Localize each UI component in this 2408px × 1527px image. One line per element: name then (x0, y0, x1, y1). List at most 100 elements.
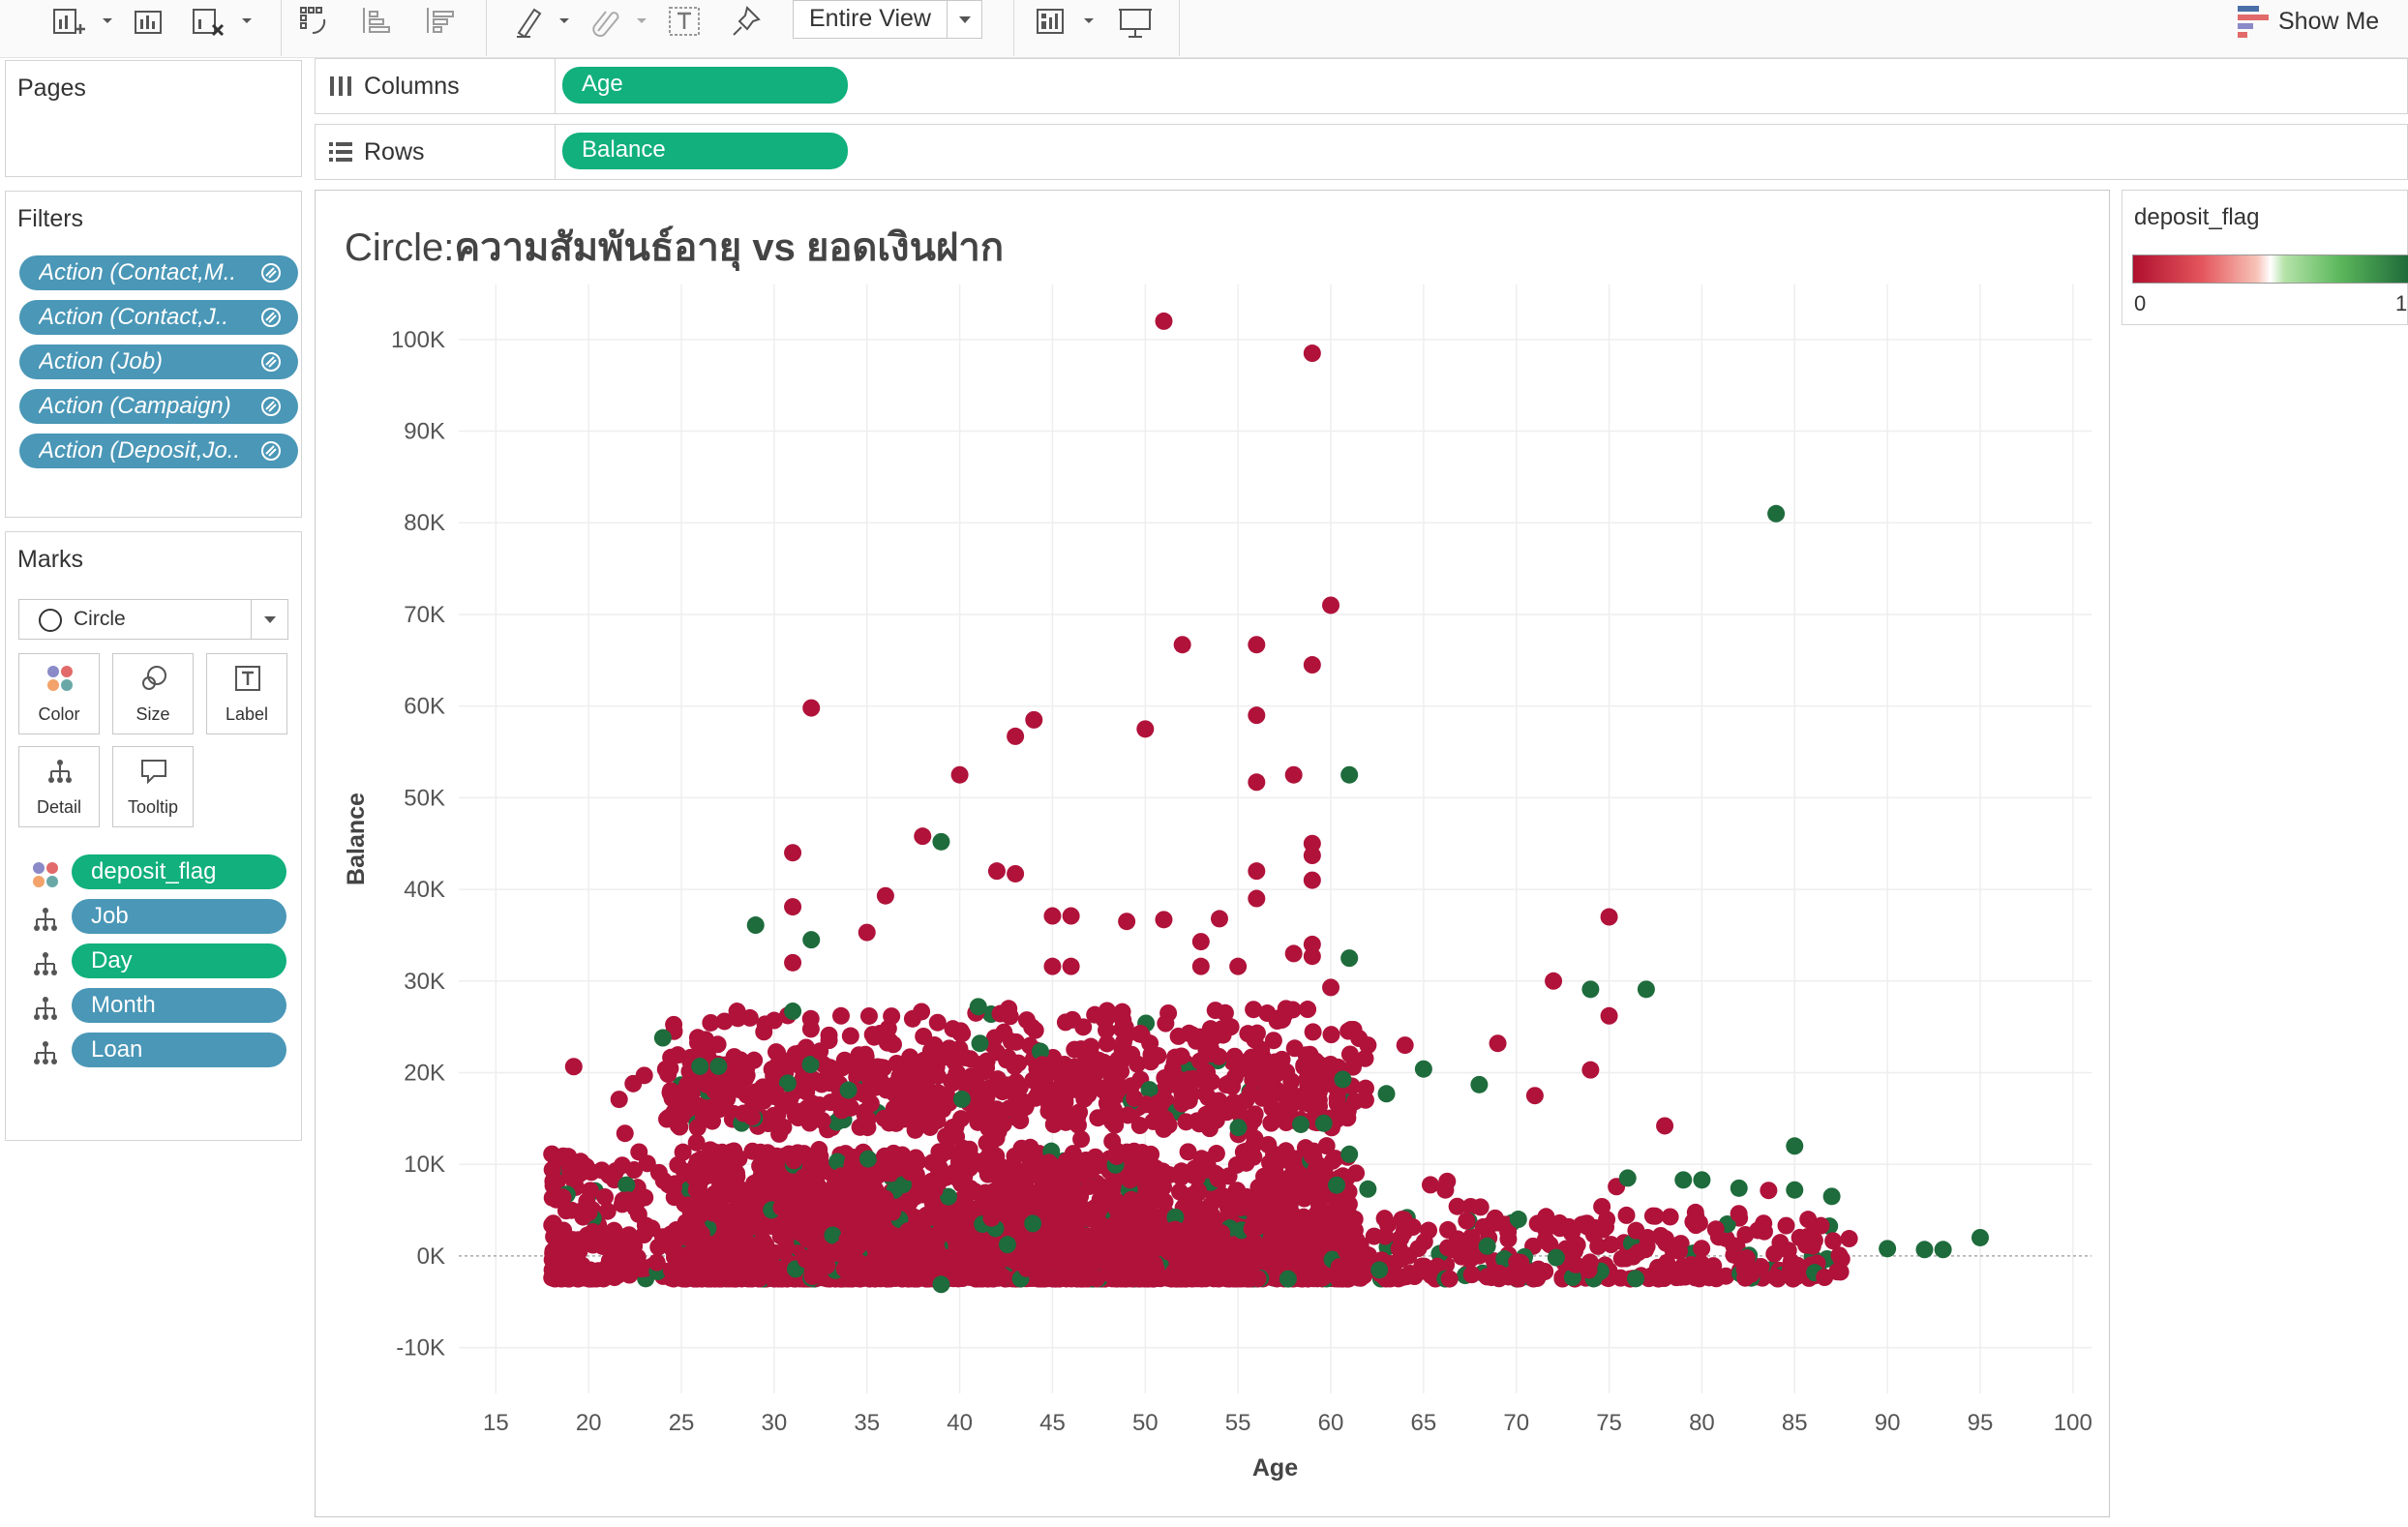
field-pill-deposit-flag[interactable]: deposit_flag (72, 854, 286, 889)
data-point (1072, 1254, 1091, 1272)
x-tick-label: 75 (1596, 1410, 1622, 1436)
data-point (995, 1174, 1013, 1192)
size-icon (142, 666, 166, 690)
chevron-down-icon[interactable] (1082, 14, 1096, 27)
color-legend[interactable]: deposit_flag 0 1 (2122, 190, 2408, 325)
y-tick-label: 60K (404, 694, 445, 720)
data-point (821, 1059, 839, 1077)
data-point (802, 1211, 821, 1229)
data-point (1031, 1042, 1049, 1061)
fit-view-dropdown[interactable]: Entire View (793, 0, 982, 39)
data-point (596, 1187, 615, 1206)
data-point (1791, 1228, 1809, 1246)
data-point (1245, 1136, 1263, 1154)
data-point (1317, 1137, 1336, 1155)
filter-pill[interactable]: Action (Campaign) (19, 389, 298, 424)
field-pill-job[interactable]: Job (72, 899, 286, 934)
data-point (1093, 1178, 1111, 1196)
filter-pill[interactable]: Action (Contact,J.. (19, 300, 298, 335)
data-point (865, 1028, 884, 1046)
chart-view[interactable]: Circle:ความสัมพันธ์อายุ vs ยอดเงินฝาก 15… (315, 190, 2110, 1517)
group-paperclip-icon[interactable] (587, 4, 623, 41)
data-point (811, 1042, 829, 1061)
data-point (1509, 1211, 1527, 1229)
clear-sheet-icon[interactable] (190, 4, 226, 41)
chevron-down-icon[interactable] (251, 600, 287, 639)
swap-rows-columns-icon[interactable] (297, 4, 334, 41)
mark-type-value: Circle (74, 608, 126, 630)
chevron-down-icon[interactable] (635, 14, 648, 27)
chevron-down-icon[interactable] (101, 14, 114, 27)
data-point (797, 1038, 815, 1057)
label-button[interactable]: Label (206, 653, 287, 734)
chevron-down-icon[interactable] (947, 1, 981, 38)
data-point (1040, 1184, 1059, 1203)
show-me-button[interactable]: Show Me (2236, 4, 2379, 39)
rows-field-pill[interactable]: Balance (562, 133, 848, 169)
filter-pill[interactable]: Action (Job) (19, 344, 298, 379)
data-point (1340, 1145, 1359, 1163)
data-point (796, 1226, 814, 1244)
data-point (1742, 1265, 1761, 1283)
chevron-down-icon[interactable] (557, 14, 571, 27)
data-point (838, 1230, 857, 1248)
data-point (950, 1234, 969, 1252)
data-point (1618, 1169, 1637, 1187)
data-point (1420, 1221, 1438, 1240)
scatter-plot[interactable]: 15 20 25 30 35 40 45 50 55 60 65 70 75 80 85 90 95 100 -10… (316, 191, 2109, 1516)
data-point (1355, 1267, 1373, 1285)
highlight-pen-icon[interactable] (511, 4, 548, 41)
filter-pill[interactable]: Action (Contact,M.. (19, 255, 298, 290)
data-point (1693, 1240, 1711, 1258)
marks-title: Marks (17, 546, 84, 573)
y-tick-label: 70K (404, 602, 445, 628)
data-point (1044, 1115, 1063, 1133)
columns-shelf[interactable]: Columns Age (315, 58, 2408, 114)
sort-ascending-icon[interactable] (358, 4, 395, 41)
data-point (929, 1084, 948, 1102)
size-button[interactable]: Size (112, 653, 194, 734)
chevron-down-icon[interactable] (240, 14, 254, 27)
marks-card: Marks Circle Color Size Label Detail Too… (5, 531, 302, 1141)
data-point (1131, 1270, 1150, 1288)
data-point (906, 1121, 924, 1139)
detail-button[interactable]: Detail (18, 746, 100, 827)
toolbar-divider (1179, 0, 1180, 56)
data-point (953, 1025, 972, 1043)
data-point (856, 1086, 874, 1104)
data-point (1062, 957, 1080, 975)
data-point (882, 1237, 900, 1255)
pages-card[interactable]: Pages (5, 60, 302, 177)
filter-pill-label: Action (Contact,J.. (39, 304, 229, 330)
show-labels-icon[interactable] (666, 4, 703, 41)
x-tick-label: 60 (1318, 1410, 1344, 1436)
data-point (1197, 1036, 1216, 1055)
data-point (942, 1214, 960, 1233)
data-point (841, 1027, 859, 1045)
presentation-mode-icon[interactable] (1117, 4, 1154, 41)
filter-pill[interactable]: Action (Deposit,Jo.. (19, 434, 298, 468)
data-point (688, 1119, 707, 1137)
linked-filter-icon (261, 397, 281, 416)
x-tick-label: 90 (1875, 1410, 1901, 1436)
new-worksheet-icon[interactable] (50, 4, 87, 41)
duplicate-sheet-icon[interactable] (132, 4, 168, 41)
data-point (1545, 972, 1563, 990)
data-point (1173, 636, 1191, 654)
fix-axes-pin-icon[interactable] (728, 4, 765, 41)
color-button[interactable]: Color (18, 653, 100, 734)
show-cards-icon[interactable] (1034, 4, 1070, 41)
data-point (1130, 1117, 1149, 1135)
mark-type-dropdown[interactable]: Circle (18, 599, 288, 640)
filters-card[interactable]: Filters Action (Contact,M.. Action (Cont… (5, 191, 302, 518)
columns-field-pill[interactable]: Age (562, 67, 848, 104)
x-tick-label: 55 (1225, 1410, 1251, 1436)
tooltip-button[interactable]: Tooltip (112, 746, 194, 827)
sort-descending-icon[interactable] (422, 4, 459, 41)
field-pill-month[interactable]: Month (72, 988, 286, 1023)
data-point (1002, 1214, 1020, 1233)
field-pill-loan[interactable]: Loan (72, 1033, 286, 1067)
field-pill-day[interactable]: Day (72, 943, 286, 978)
rows-shelf[interactable]: Rows Balance (315, 124, 2408, 180)
data-point (661, 1082, 679, 1100)
